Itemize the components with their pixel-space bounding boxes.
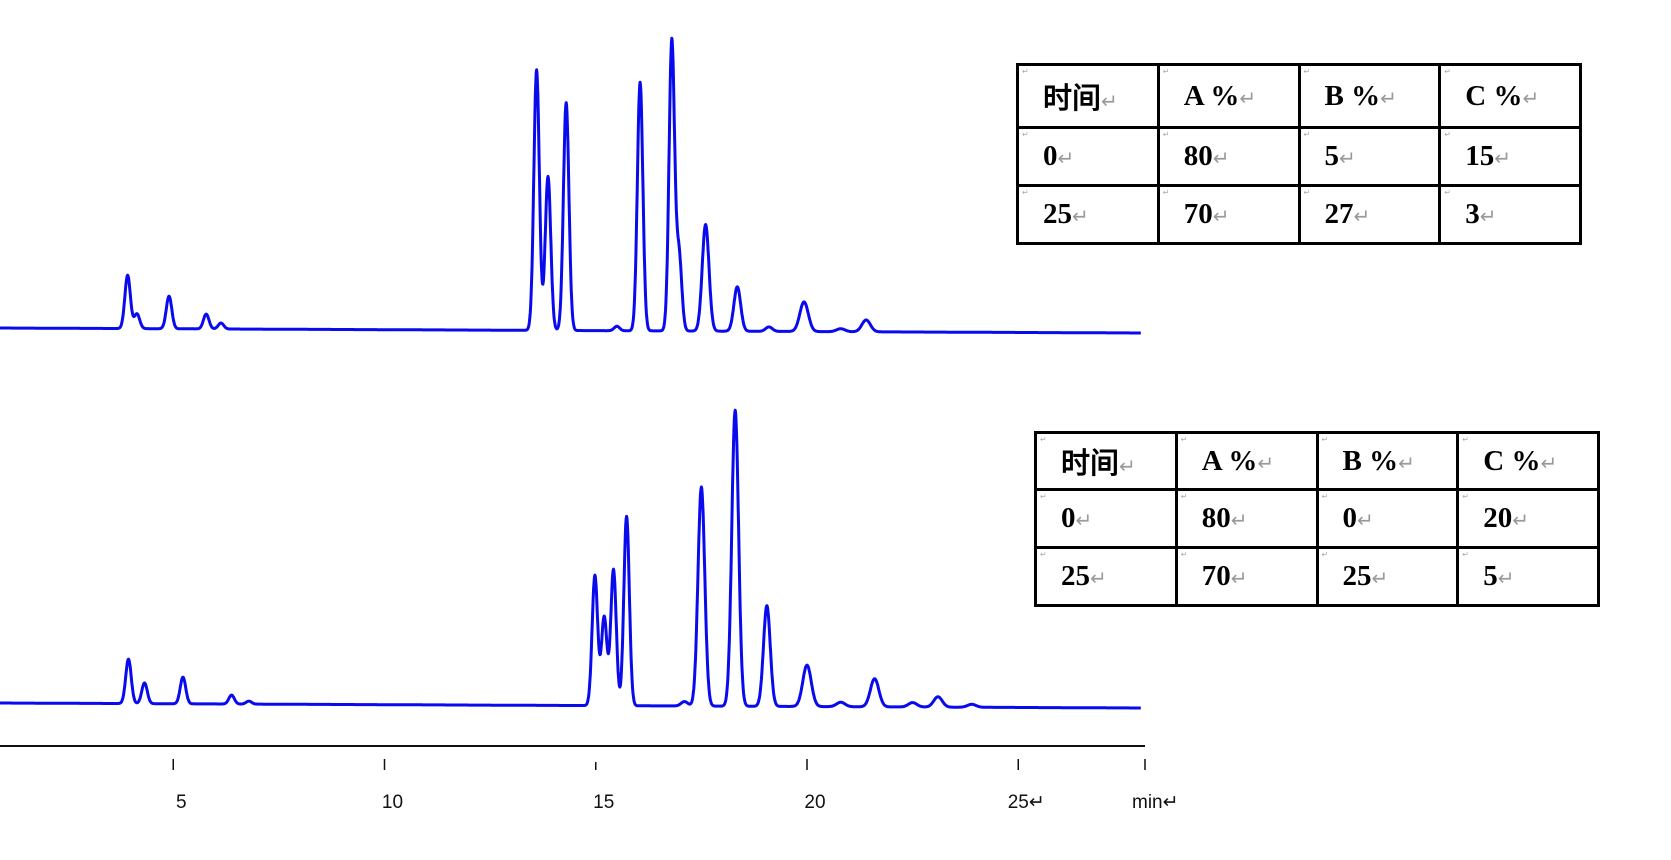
x-tick-label: 10	[382, 792, 403, 813]
paragraph-mark-icon: ↵	[1497, 566, 1515, 590]
paragraph-mark-icon: ↵	[1257, 450, 1275, 475]
cell-text: 时间	[1061, 448, 1120, 480]
table-cell: 80↵	[1174, 488, 1319, 549]
cell-text: A %	[1183, 79, 1240, 112]
gradient-table-2: 时间↵A %↵B %↵C %↵0↵80↵0↵20↵25↵70↵25↵5↵	[1034, 431, 1600, 607]
table-cell: 0↵	[1034, 488, 1178, 549]
table-cell: C %↵	[1438, 63, 1582, 129]
table-cell: A %↵	[1156, 63, 1301, 129]
chromatogram-trace-2	[0, 408, 1142, 710]
table-cell: 70↵	[1174, 546, 1319, 607]
paragraph-mark-icon: ↵	[1230, 508, 1248, 532]
cell-text: B %	[1324, 79, 1381, 112]
x-tick-label: 5	[176, 792, 187, 813]
cell-text: A %	[1201, 444, 1258, 477]
table-cell: B %↵	[1315, 431, 1460, 491]
paragraph-mark-icon: ↵	[1230, 566, 1248, 590]
paragraph-mark-icon: ↵	[1090, 566, 1107, 590]
cell-text: 5	[1324, 140, 1340, 172]
table-cell: 时间↵	[1016, 63, 1160, 129]
paragraph-mark-icon: ↵	[1119, 454, 1136, 478]
table-cell: B %↵	[1297, 63, 1442, 129]
table-row: 25↵70↵27↵3↵	[1016, 184, 1582, 245]
cell-text: 0	[1043, 140, 1058, 172]
table-cell: C %↵	[1456, 431, 1600, 491]
x-tick-label: 15	[593, 792, 614, 813]
cell-text: 25	[1342, 560, 1372, 592]
table-row: 0↵80↵5↵15↵	[1016, 126, 1582, 187]
table-cell: 3↵	[1438, 184, 1582, 245]
paragraph-mark-icon: ↵	[1057, 146, 1075, 170]
paragraph-mark-icon: ↵	[1371, 566, 1389, 590]
table-header-row: 时间↵A %↵B %↵C %↵	[1016, 63, 1582, 129]
paragraph-mark-icon: ↵	[1339, 146, 1356, 170]
cell-text: B %	[1342, 444, 1399, 477]
table-cell: 5↵	[1456, 546, 1600, 607]
cell-text: 70	[1183, 198, 1213, 230]
cell-text: 20	[1483, 502, 1513, 534]
paragraph-mark-icon: ↵	[1398, 450, 1415, 475]
cell-text: 0	[1061, 502, 1076, 534]
table-cell: 70↵	[1156, 184, 1301, 245]
paragraph-mark-icon: ↵	[1380, 85, 1397, 110]
cell-text: C %	[1483, 444, 1541, 477]
x-tick-label: 25↵	[1008, 792, 1045, 813]
paragraph-mark-icon: ↵	[1540, 450, 1558, 475]
cell-text: 0	[1342, 502, 1358, 534]
table-cell: 25↵	[1315, 546, 1460, 607]
paragraph-mark-icon: ↵	[1212, 204, 1230, 228]
table-cell: 20↵	[1456, 488, 1600, 549]
paragraph-mark-icon: ↵	[1075, 508, 1093, 532]
table-cell: 0↵	[1016, 126, 1160, 187]
x-axis-unit-label: min↵	[1132, 792, 1179, 813]
cell-text: 5	[1483, 560, 1498, 592]
table-cell: 0↵	[1315, 488, 1460, 549]
paragraph-mark-icon: ↵	[1512, 508, 1530, 532]
table-cell: 27↵	[1297, 184, 1442, 245]
table-cell: A %↵	[1174, 431, 1319, 491]
cell-text: C %	[1465, 79, 1523, 112]
cell-text: 3	[1465, 198, 1480, 230]
paragraph-mark-icon: ↵	[1239, 85, 1257, 110]
table-row: 0↵80↵0↵20↵	[1034, 488, 1600, 549]
table-cell: 15↵	[1438, 126, 1582, 187]
cell-text: 15	[1465, 140, 1495, 172]
paragraph-mark-icon: ↵	[1479, 204, 1497, 228]
table-cell: 时间↵	[1034, 431, 1178, 491]
paragraph-mark-icon: ↵	[1522, 85, 1540, 110]
table-header-row: 时间↵A %↵B %↵C %↵	[1034, 431, 1600, 491]
cell-text: 80	[1201, 502, 1231, 534]
cell-text: 时间	[1043, 83, 1102, 115]
cell-text: 25	[1061, 560, 1090, 592]
cell-text: 27	[1324, 198, 1354, 230]
table-cell: 25↵	[1034, 546, 1178, 607]
gradient-table-1: 时间↵A %↵B %↵C %↵0↵80↵5↵15↵25↵70↵27↵3↵	[1016, 63, 1582, 245]
paragraph-mark-icon: ↵	[1353, 204, 1371, 228]
x-tick-label: 20	[804, 792, 825, 813]
table-row: 25↵70↵25↵5↵	[1034, 546, 1600, 607]
paragraph-mark-icon: ↵	[1357, 508, 1374, 532]
table-cell: 5↵	[1297, 126, 1442, 187]
paragraph-mark-icon: ↵	[1072, 204, 1089, 228]
table-cell: 25↵	[1016, 184, 1160, 245]
cell-text: 70	[1201, 560, 1231, 592]
paragraph-mark-icon: ↵	[1212, 146, 1230, 170]
paragraph-mark-icon: ↵	[1101, 89, 1118, 113]
cell-text: 80	[1183, 140, 1213, 172]
chromatogram-trace-1	[0, 36, 1142, 335]
table-cell: 80↵	[1156, 126, 1301, 187]
paragraph-mark-icon: ↵	[1494, 146, 1512, 170]
cell-text: 25	[1043, 198, 1072, 230]
